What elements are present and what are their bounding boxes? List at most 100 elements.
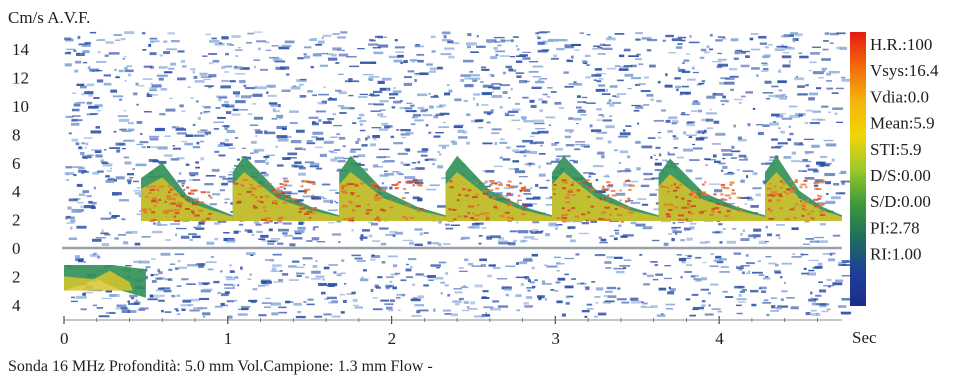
noise-speckle: [790, 306, 799, 310]
flow-speckle: [716, 202, 721, 205]
noise-speckle: [371, 255, 381, 258]
noise-speckle: [389, 280, 393, 283]
noise-speckle: [208, 194, 211, 197]
flow-speckle: [818, 195, 822, 198]
noise-speckle: [502, 158, 511, 161]
noise-speckle: [452, 300, 462, 303]
noise-speckle: [553, 290, 559, 292]
noise-speckle: [169, 223, 181, 225]
noise-speckle: [71, 296, 76, 299]
flow-speckle: [475, 214, 480, 217]
noise-speckle: [159, 113, 166, 116]
noise-speckle: [414, 228, 423, 231]
noise-speckle: [655, 146, 661, 149]
noise-speckle: [832, 282, 843, 286]
noise-speckle: [232, 108, 239, 111]
noise-speckle: [736, 266, 744, 269]
noise-speckle: [748, 270, 751, 273]
flow-speckle: [252, 204, 256, 207]
flow-speckle: [180, 194, 185, 197]
noise-speckle: [529, 281, 535, 284]
noise-speckle: [784, 47, 795, 50]
noise-speckle: [594, 296, 601, 298]
noise-speckle: [522, 51, 531, 53]
noise-speckle: [826, 72, 831, 76]
noise-speckle: [226, 129, 236, 133]
noise-speckle: [699, 56, 705, 59]
noise-speckle: [119, 98, 123, 101]
noise-speckle: [731, 150, 741, 153]
noise-speckle: [414, 304, 424, 307]
noise-speckle: [410, 266, 413, 269]
flow-speckle: [504, 211, 510, 214]
flow-speckle: [619, 205, 625, 208]
noise-speckle: [636, 167, 641, 171]
noise-speckle: [613, 237, 618, 241]
noise-speckle: [306, 240, 313, 242]
noise-speckle: [71, 122, 80, 126]
noise-speckle: [155, 289, 166, 292]
noise-speckle: [369, 93, 375, 95]
noise-speckle: [404, 76, 412, 79]
noise-speckle: [491, 307, 502, 311]
noise-speckle: [127, 181, 132, 185]
noise-speckle: [606, 185, 614, 188]
noise-speckle: [726, 240, 736, 244]
noise-speckle: [485, 170, 495, 173]
noise-speckle: [503, 187, 515, 189]
flow-speckle: [268, 183, 272, 185]
noise-speckle: [193, 226, 197, 229]
noise-speckle: [266, 91, 269, 94]
noise-speckle: [472, 79, 478, 82]
noise-speckle: [258, 314, 267, 317]
noise-speckle: [812, 110, 821, 113]
noise-speckle: [586, 308, 594, 310]
noise-speckle: [580, 282, 585, 285]
noise-speckle: [235, 100, 246, 104]
noise-speckle: [525, 80, 530, 83]
flow-speckle: [144, 211, 148, 214]
noise-speckle: [72, 115, 81, 117]
noise-speckle: [357, 138, 361, 142]
noise-speckle: [482, 84, 494, 88]
noise-speckle: [282, 232, 288, 235]
noise-speckle: [379, 100, 389, 103]
noise-speckle: [297, 311, 302, 314]
flow-speckle: [813, 198, 819, 201]
flow-speckle: [619, 199, 622, 202]
noise-speckle: [797, 85, 805, 88]
noise-speckle: [263, 156, 270, 158]
noise-speckle: [113, 34, 122, 36]
reverse-flow-core: [64, 270, 133, 291]
noise-speckle: [368, 103, 375, 105]
flow-speckle: [298, 210, 302, 213]
noise-speckle: [758, 240, 767, 244]
noise-speckle: [561, 313, 566, 317]
noise-speckle: [692, 68, 696, 70]
flow-speckle: [778, 195, 783, 198]
noise-speckle: [187, 264, 197, 267]
noise-speckle: [529, 230, 533, 233]
flow-speckle: [728, 197, 732, 200]
noise-speckle: [450, 224, 460, 226]
noise-speckle: [483, 306, 494, 309]
noise-speckle: [630, 221, 637, 225]
flow-speckle: [464, 194, 469, 197]
noise-speckle: [121, 130, 132, 133]
flow-speckle: [163, 210, 170, 213]
noise-speckle: [239, 80, 246, 84]
noise-speckle: [442, 39, 452, 42]
noise-speckle: [458, 267, 464, 269]
noise-speckle: [135, 299, 138, 302]
noise-speckle: [156, 74, 168, 77]
noise-speckle: [623, 48, 631, 52]
flow-speckle: [341, 187, 344, 190]
noise-speckle: [224, 291, 230, 294]
noise-speckle: [524, 305, 533, 308]
flow-speckle: [164, 200, 167, 203]
noise-speckle: [744, 156, 748, 160]
noise-speckle: [615, 192, 626, 196]
flow-speckle: [702, 183, 705, 186]
noise-speckle: [342, 145, 346, 148]
noise-speckle: [354, 257, 363, 260]
